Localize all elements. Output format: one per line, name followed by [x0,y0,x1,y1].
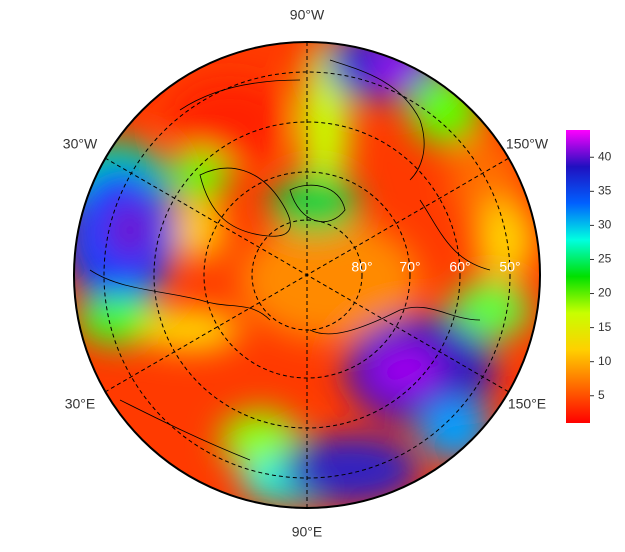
colorbar-tick-label: 30 [598,218,612,232]
colorbar-ramp [566,130,590,423]
lat-label: 80° [351,259,372,275]
lon-label: 150°W [506,136,549,152]
lat-labels: 80° 70° 60° 50° [351,259,520,275]
colorbar-tick-label: 40 [598,149,612,163]
map-border [73,41,541,509]
lat-label: 60° [449,259,470,275]
colorbar: 5 10 15 20 25 30 35 40 [566,130,612,423]
colorbar-tick-label: 10 [598,354,612,368]
lon-label: 90°E [292,524,323,540]
field [74,42,540,508]
graticule [103,42,511,508]
colorbar-tick-label: 15 [598,320,612,334]
lon-label: 90°W [290,7,325,23]
lat-label: 70° [399,259,420,275]
coastlines [89,59,491,461]
lon-label: 30°E [65,396,96,412]
lat-label: 50° [499,259,520,275]
lon-label: 30°W [63,136,98,152]
colorbar-tick-label: 35 [598,183,612,197]
colorbar-tick-label: 20 [598,286,612,300]
colorbar-tick-label: 5 [598,388,605,402]
lon-label: 150°E [508,396,546,412]
colorbar-tick-label: 25 [598,252,612,266]
